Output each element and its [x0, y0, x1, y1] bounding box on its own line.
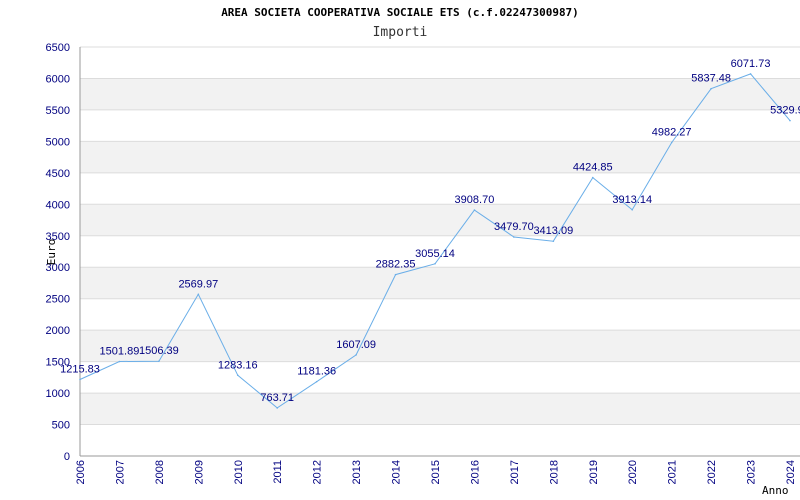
data-point: [631, 208, 634, 211]
grid-band: [80, 141, 800, 173]
data-point: [236, 374, 239, 377]
x-tick-label: 2019: [588, 460, 600, 484]
data-point: [749, 73, 752, 75]
x-tick-label: 2011: [272, 460, 284, 484]
x-tick-label: 2008: [154, 460, 166, 484]
grid-band: [80, 330, 800, 362]
data-label: 3055.14: [415, 248, 455, 260]
data-point: [79, 378, 81, 381]
x-tick-label: 2018: [548, 460, 560, 484]
data-label: 3913.14: [612, 194, 652, 206]
data-label: 1506.39: [139, 345, 179, 357]
data-label: 2569.97: [178, 278, 218, 290]
y-tick-label: 6000: [46, 73, 70, 85]
data-point: [434, 262, 436, 265]
data-point: [118, 360, 121, 363]
data-label: 1215.83: [60, 363, 100, 375]
data-label: 3413.09: [533, 225, 573, 237]
data-point: [315, 380, 318, 383]
chart-title: AREA SOCIETA COOPERATIVA SOCIALE ETS (c.…: [221, 6, 579, 19]
grid-band: [80, 78, 800, 110]
data-label: 3479.70: [494, 221, 534, 233]
x-tick-label: 2016: [469, 460, 481, 484]
data-label: 4982.27: [652, 127, 692, 139]
data-series: [79, 73, 791, 409]
data-label: 1607.09: [336, 339, 376, 351]
y-tick-label: 2000: [46, 325, 70, 337]
data-label: 4424.85: [573, 162, 613, 174]
grid-band: [80, 393, 800, 425]
x-axis-title: Anno: [762, 484, 789, 497]
data-point: [670, 141, 673, 144]
x-tick-label: 2023: [746, 460, 758, 484]
y-tick-label: 3000: [46, 262, 70, 274]
y-tick-label: 4000: [46, 199, 70, 211]
data-label: 5329.94: [770, 105, 800, 117]
x-tick-labels: 2006 2007 2008 2009 2010 2011 2012 2013 2014 2015…: [75, 460, 797, 484]
chart-subtitle: Importi: [372, 25, 428, 40]
x-tick-label: 2020: [627, 460, 639, 484]
data-point: [789, 119, 791, 122]
grid-band: [80, 204, 800, 236]
y-tick-label: 4500: [46, 168, 70, 180]
x-tick-label: 2009: [193, 460, 205, 484]
y-tick-labels: 0 500 1000 1500 2000 2500 3000 3500 4000 4500 5000…: [46, 42, 70, 463]
data-point: [591, 176, 594, 179]
x-tick-label: 2012: [312, 460, 324, 484]
y-tick-label: 3500: [46, 231, 70, 243]
x-tick-label: 2013: [351, 460, 363, 484]
data-label: 1501.89: [100, 345, 140, 357]
x-tick-label: 2007: [114, 460, 126, 484]
data-point: [355, 354, 357, 356]
x-tick-label: 2014: [391, 460, 403, 484]
y-tick-label: 5500: [46, 105, 70, 117]
y-tick-label: 1500: [46, 357, 70, 369]
x-tick-label: 2022: [706, 460, 718, 484]
data-point: [394, 273, 397, 276]
data-point: [552, 240, 555, 243]
y-tick-label: 6500: [46, 42, 70, 54]
y-axis-title: Euro: [45, 239, 58, 266]
data-label: 763.71: [260, 392, 294, 404]
axes: [79, 47, 800, 457]
grid-bands: [80, 78, 800, 425]
data-point: [513, 236, 515, 238]
x-tick-label: 2017: [509, 460, 521, 484]
x-tick-label: 2024: [785, 460, 797, 484]
x-tick-label: 2021: [667, 460, 679, 484]
data-point: [197, 293, 200, 296]
y-tick-label: 5000: [46, 136, 70, 148]
data-label: 6071.73: [731, 58, 771, 70]
data-label: 2882.35: [376, 259, 416, 271]
y-tick-label: 2500: [46, 294, 70, 306]
x-tick-label: 2010: [233, 460, 245, 484]
y-tick-label: 500: [52, 420, 70, 432]
y-tick-label: 1000: [46, 388, 70, 400]
x-tick-label: 2006: [75, 460, 87, 484]
data-point: [276, 407, 279, 409]
data-label: 5837.48: [691, 73, 731, 85]
grid-band: [80, 267, 800, 299]
x-tick-label: 2015: [430, 460, 442, 484]
data-label: 3908.70: [455, 194, 495, 206]
data-point: [473, 209, 476, 211]
data-point: [158, 360, 160, 363]
y-tick-label: 0: [64, 451, 70, 463]
data-point: [710, 87, 712, 90]
data-label: 1181.36: [297, 366, 336, 378]
data-label: 1283.16: [218, 359, 258, 371]
